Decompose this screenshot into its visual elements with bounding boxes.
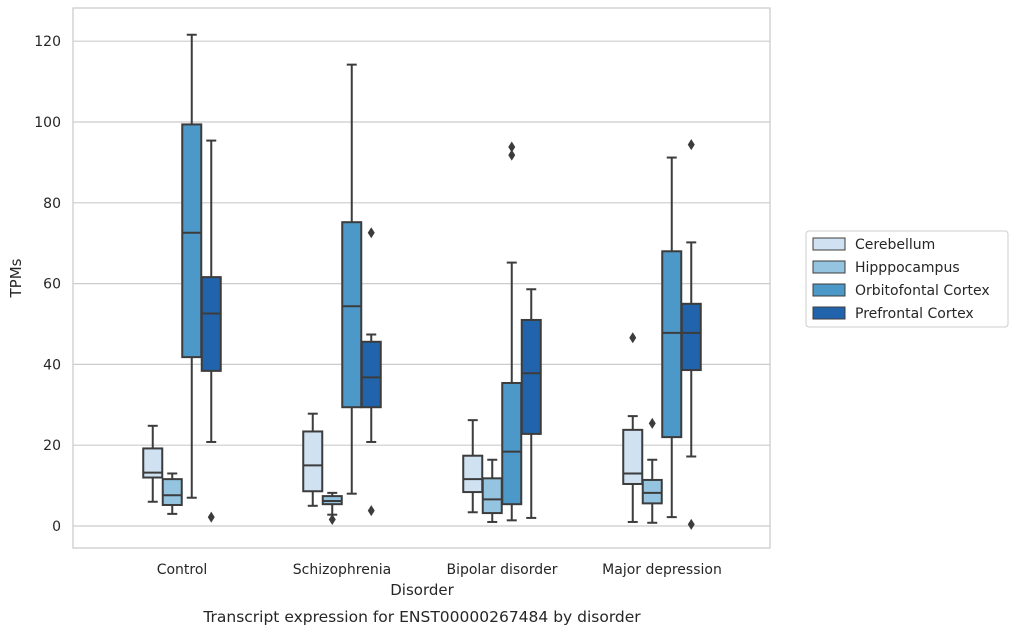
iqr-box (622, 428, 644, 485)
iqr-box (641, 478, 663, 505)
y-tick-label: 40 (43, 357, 61, 373)
box-group (680, 139, 702, 530)
box-group (622, 332, 644, 523)
outlier-point (367, 505, 375, 517)
series-hipppocampus (161, 417, 663, 526)
iqr-box (501, 381, 523, 506)
series-orbitofontal-cortex (181, 33, 683, 522)
outlier-point (648, 417, 656, 429)
iqr-box (661, 250, 683, 439)
iqr-box (341, 221, 363, 409)
outlier-point (508, 141, 516, 153)
legend-frame (805, 230, 1009, 328)
outlier-point (687, 518, 695, 530)
box-series (142, 33, 702, 530)
iqr-box (680, 302, 702, 372)
series-cerebellum (142, 332, 644, 523)
outlier-point (328, 514, 336, 526)
box-group (462, 419, 484, 514)
box-group (481, 458, 503, 523)
x-tick-label: Major depression (602, 562, 722, 578)
outlier-point (367, 227, 375, 239)
iqr-box (161, 478, 183, 506)
legend-label: Prefrontal Cortex (855, 306, 974, 322)
x-tick-label: Control (157, 562, 208, 578)
y-tick-label: 20 (43, 438, 61, 454)
legend-label: Cerebellum (855, 237, 935, 253)
outlier-point (508, 149, 516, 161)
iqr-box (481, 477, 503, 515)
legend-swatch (812, 283, 846, 297)
iqr-box (181, 123, 203, 359)
box-group (341, 63, 363, 495)
y-tick-label: 0 (52, 519, 61, 535)
legend: Cerebellum Hipppocampus Orbitofontal Corte… (805, 230, 1009, 328)
box-group (661, 156, 683, 519)
box-group (360, 227, 382, 517)
y-tick-label: 100 (34, 115, 61, 131)
iqr-box (142, 447, 164, 479)
legend-label: Orbitofontal Cortex (855, 283, 990, 299)
iqr-box (520, 318, 542, 435)
x-tick-label: Schizophrenia (293, 562, 391, 578)
y-tick-label: 60 (43, 277, 61, 293)
y-tick-label: 120 (34, 34, 61, 50)
box-group (181, 33, 203, 499)
box-group (321, 491, 343, 526)
legend-label: Hipppocampus (855, 260, 960, 276)
box-group (142, 424, 164, 503)
outlier-point (629, 332, 637, 344)
box-group (501, 141, 523, 522)
legend-swatch (812, 237, 846, 251)
box-group (161, 472, 183, 515)
legend-swatch (812, 306, 846, 320)
x-axis-title: Disorder (390, 581, 454, 599)
legend-swatch (812, 260, 846, 274)
iqr-box (462, 454, 484, 494)
series-prefrontal-cortex (200, 139, 702, 530)
iqr-box (302, 430, 324, 493)
box-group (641, 417, 663, 524)
iqr-box (360, 340, 382, 409)
box-group (520, 288, 542, 519)
x-axis-ticks: Control Schizophrenia Bipolar disorder Majo… (157, 562, 722, 578)
chart-caption: Transcript expression for ENST0000026748… (202, 608, 641, 626)
y-axis-ticks: 0 20 40 60 80 100 120 (34, 34, 61, 535)
outlier-point (207, 511, 215, 523)
box-group (302, 412, 324, 507)
iqr-box (200, 276, 222, 372)
outlier-point (687, 139, 695, 151)
box-group (200, 139, 222, 523)
y-tick-label: 80 (43, 196, 61, 212)
x-tick-label: Bipolar disorder (446, 562, 557, 578)
plot-frame (72, 7, 771, 549)
y-axis-title: TPMs (7, 258, 25, 298)
